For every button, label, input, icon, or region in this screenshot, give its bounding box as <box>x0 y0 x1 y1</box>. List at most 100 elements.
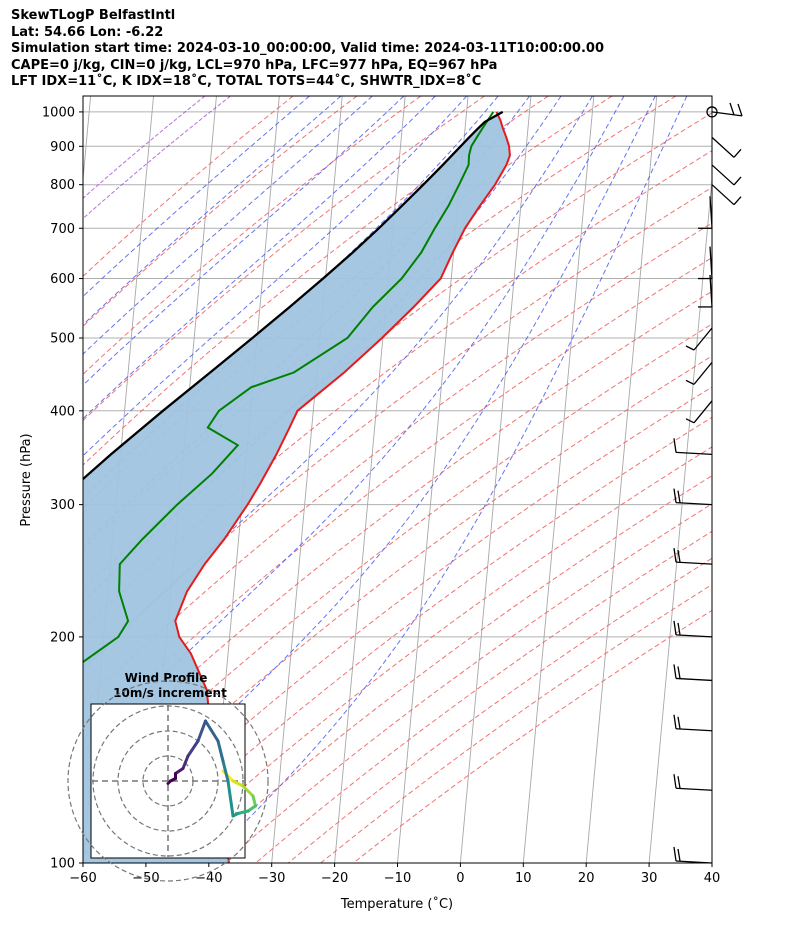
hodograph-title: Wind Profile <box>125 671 208 685</box>
moist-adiabat <box>83 96 373 355</box>
y-tick-label: 800 <box>50 178 75 193</box>
x-tick-label: 30 <box>641 871 658 886</box>
barb-feather <box>677 622 681 636</box>
barb-feather <box>677 490 681 503</box>
wind-barb <box>711 184 742 206</box>
barb-feather <box>673 438 677 453</box>
moist-adiabat <box>83 96 342 326</box>
hodograph-subtitle: 10m/s increment <box>113 686 227 700</box>
x-tick-label: 10 <box>515 871 532 886</box>
y-axis-ticks: 100 200 300 400 500 600 700 800 900 1000 <box>42 105 83 872</box>
mixing-ratio-line <box>83 96 231 220</box>
barb-staff <box>711 164 735 186</box>
barb-feather <box>685 345 695 351</box>
barb-feather <box>685 418 695 424</box>
hodograph-trace <box>166 779 172 785</box>
barb-feather <box>733 148 742 158</box>
dry-adiabat <box>83 96 422 375</box>
barb-feather <box>673 714 677 729</box>
station-title: SkewTLogP BelfastIntl <box>11 8 176 23</box>
wind-barb <box>673 620 713 638</box>
station-coordinates: Lat: 54.66 Lon: -6.22 <box>11 24 164 40</box>
barb-feather <box>673 488 677 503</box>
barb-feather <box>673 620 677 635</box>
barb-staff <box>693 361 713 385</box>
dry-adiabat <box>222 503 712 863</box>
hodograph-trace <box>246 804 257 813</box>
barb-staff <box>675 634 713 638</box>
x-axis-label: Temperature (˚C) <box>340 896 453 912</box>
stability-indices: CAPE=0 j/kg, CIN=0 j/kg, LCL=970 hPa, LF… <box>11 57 498 73</box>
parcel-profile-line <box>83 110 504 481</box>
y-tick-label: 700 <box>50 222 75 237</box>
hodograph-trace <box>251 794 257 808</box>
wind-barb <box>711 164 742 186</box>
barb-staff <box>693 400 713 424</box>
x-axis-ticks: −60 −50 −40 −30 −20 −10 0 10 20 30 40 <box>69 863 720 886</box>
wind-barb <box>685 361 713 385</box>
hodograph-trace <box>196 719 207 743</box>
x-tick-label: −60 <box>69 871 96 886</box>
simulation-times: Simulation start time: 2024-03-10_00:00:… <box>11 41 604 56</box>
hodograph-trace <box>236 809 250 815</box>
y-axis-label: Pressure (hPa) <box>19 433 34 526</box>
x-tick-label: 40 <box>704 871 721 886</box>
hodograph-trace <box>186 739 200 758</box>
isotherm-line <box>711 858 712 863</box>
wind-barb <box>711 136 742 158</box>
cape-fill-layer <box>83 111 510 863</box>
barb-feather <box>673 846 677 862</box>
moist-adiabat <box>83 96 656 856</box>
mixing-ratio-line <box>83 96 206 199</box>
dry-adiabat <box>83 323 712 809</box>
barb-staff <box>675 677 713 682</box>
x-tick-label: −10 <box>384 871 411 886</box>
wind-barb <box>673 438 713 456</box>
isotherm-line <box>585 96 658 863</box>
barb-feather <box>677 776 681 789</box>
barb-feather <box>729 102 735 116</box>
moist-adiabat <box>203 96 688 863</box>
barb-staff <box>711 111 743 117</box>
dry-adiabat <box>157 446 712 863</box>
isotherm-line <box>522 96 595 863</box>
stability-indices-2: LFT IDX=11˚C, K IDX=18˚C, TOTAL TOTS=44˚… <box>11 74 482 89</box>
wind-barb <box>685 400 713 424</box>
wind-barb <box>673 714 713 732</box>
barb-feather <box>673 664 677 679</box>
cape-fill <box>83 111 510 863</box>
wind-barb <box>673 488 713 506</box>
barb-staff <box>675 451 713 456</box>
barb-staff <box>711 184 735 206</box>
y-tick-label: 400 <box>50 404 75 419</box>
barb-feather <box>673 548 677 563</box>
hodograph-trace <box>241 784 255 798</box>
x-tick-label: 0 <box>456 871 464 886</box>
y-tick-label: 200 <box>50 630 75 645</box>
barb-feather <box>677 666 681 679</box>
barb-feather <box>733 196 742 206</box>
x-tick-label: −40 <box>195 871 222 886</box>
barb-staff <box>675 561 713 565</box>
dry-adiabat <box>83 96 358 327</box>
x-tick-label: 20 <box>578 871 595 886</box>
profile-series-layer <box>83 110 511 863</box>
dry-adiabat <box>255 530 712 863</box>
hodograph-trace <box>174 767 185 775</box>
barb-feather <box>677 716 681 729</box>
hodograph-trace <box>216 739 225 763</box>
isotherm-line <box>648 174 712 863</box>
hodograph-trace <box>221 759 230 783</box>
x-tick-label: −30 <box>258 871 285 886</box>
barb-feather <box>673 774 677 789</box>
barb-feather <box>677 848 681 862</box>
hodograph-inset: Wind Profile 10m/s increment <box>67 671 269 882</box>
wind-barb <box>673 548 713 565</box>
barb-feather <box>737 103 743 117</box>
moist-adiabat <box>83 96 468 457</box>
dry-adiabat <box>190 475 712 863</box>
dry-adiabat <box>83 96 549 466</box>
hodograph-trace <box>204 719 220 743</box>
y-tick-label: 300 <box>50 498 75 513</box>
